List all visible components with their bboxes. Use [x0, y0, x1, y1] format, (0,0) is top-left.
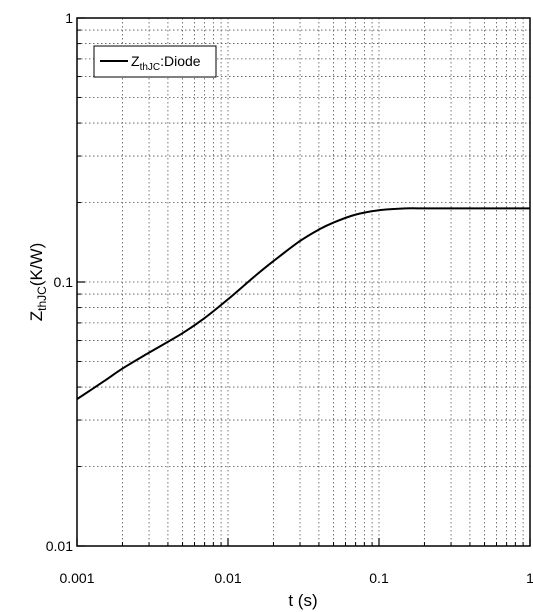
x-tick-label: 0.001 — [59, 570, 94, 586]
axis-ticks: 0.001 0.01 0.1 1 0.01 0.1 1 — [46, 10, 533, 586]
series-group — [76, 207, 530, 400]
legend-label-sub: thJC — [140, 62, 161, 73]
legend-label-suffix: :Diode — [160, 53, 201, 69]
x-axis-label: t (s) — [288, 591, 317, 610]
legend: ZthJC:Diode — [93, 45, 217, 78]
grid-lines — [77, 18, 530, 546]
legend-box — [93, 45, 217, 78]
legend-label: ZthJC:Diode — [131, 53, 201, 73]
series-line-zthjc-diode — [76, 207, 530, 400]
legend-label-main: Z — [131, 53, 140, 69]
x-tick-label: 0.1 — [369, 570, 389, 586]
x-tick-label: 1 — [526, 570, 533, 586]
y-tick-label: 0.1 — [54, 274, 74, 290]
y-axis-label: ZthJC(K/W) — [27, 243, 49, 322]
y-tick-label: 1 — [65, 10, 73, 26]
y-axis-label-main: Z — [27, 311, 46, 321]
x-tick-label: 0.01 — [214, 570, 241, 586]
y-axis-label-unit: (K/W) — [27, 243, 46, 286]
y-tick-label: 0.01 — [46, 538, 73, 554]
y-axis-label-sub: thJC — [35, 286, 49, 311]
